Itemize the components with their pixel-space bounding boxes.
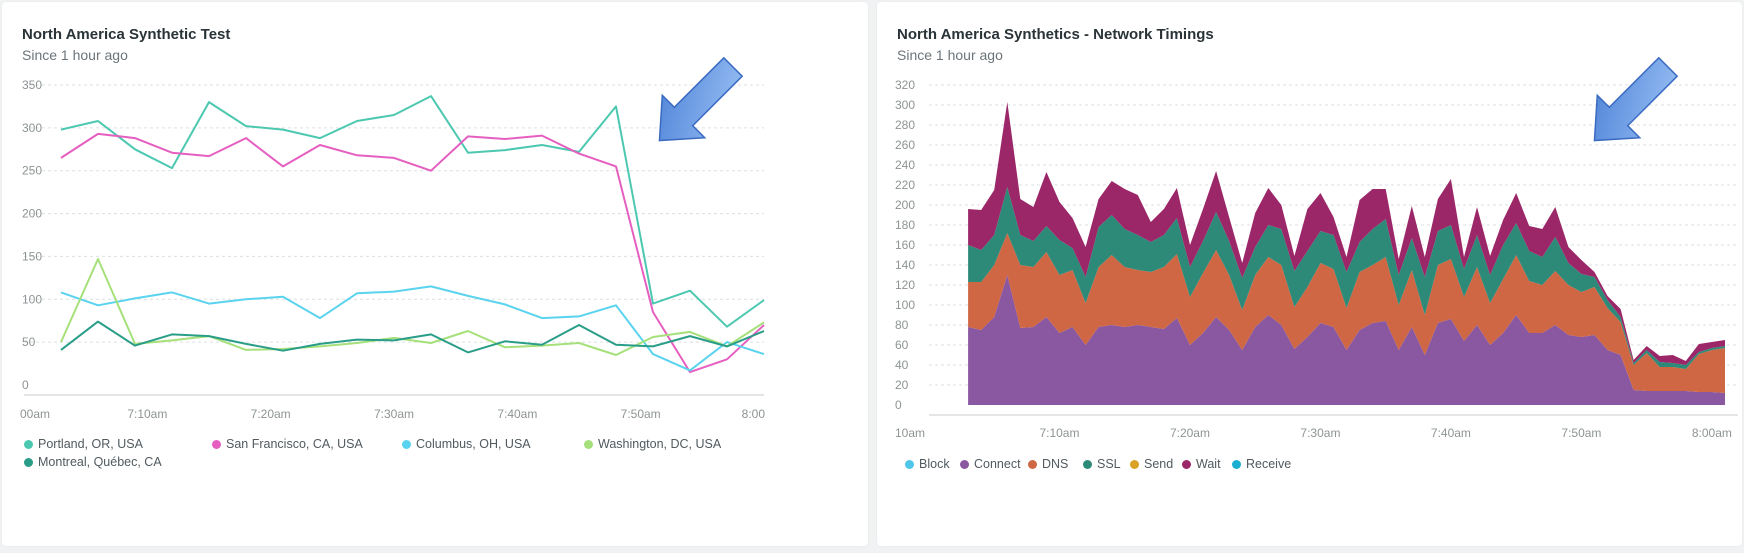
legend-swatch	[960, 460, 969, 469]
y-tick-label: 120	[895, 278, 915, 292]
y-tick-label: 200	[22, 207, 42, 221]
legend-swatch	[1182, 460, 1191, 469]
legend-label: SSL	[1097, 457, 1121, 471]
legend-label: Wait	[1196, 457, 1221, 471]
x-tick-label: 00am	[20, 407, 50, 421]
x-tick-label: 8:00am	[1692, 426, 1732, 440]
panel-subtitle: Since 1 hour ago	[897, 47, 1003, 63]
legend-label: Send	[1144, 457, 1174, 471]
legend-swatch	[1130, 460, 1139, 469]
legend-swatch	[584, 440, 593, 449]
legend-item-block[interactable]: Block	[905, 457, 950, 471]
x-tick-label: 7:20am	[251, 407, 291, 421]
y-tick-label: 200	[895, 198, 915, 212]
series-area-dns	[968, 233, 1725, 393]
y-tick-label: 220	[895, 178, 915, 192]
legend-label: DNS	[1042, 457, 1069, 471]
legend-label: Receive	[1246, 457, 1292, 471]
y-tick-label: 140	[895, 258, 915, 272]
x-tick-label: 7:40am	[1431, 426, 1471, 440]
x-tick-label: 7:30am	[1300, 426, 1340, 440]
network-timings-stacked-area-chart: 0 20 40 60 80 100 120 140 160 180 200 220 240 260 280 3…	[895, 78, 1738, 440]
x-tick-label: 7:10am	[127, 407, 167, 421]
legend-item-connect[interactable]: Connect	[960, 457, 1021, 471]
legend-label: Columbus, OH, USA	[416, 437, 531, 451]
y-tick-label: 320	[895, 78, 915, 92]
x-tick-label: 7:50am	[621, 407, 661, 421]
y-tick-label: 160	[895, 238, 915, 252]
legend-label: Portland, OR, USA	[38, 437, 143, 451]
legend-label: Washington, DC, USA	[598, 437, 722, 451]
legend-swatch	[1232, 460, 1241, 469]
legend-swatch	[212, 440, 221, 449]
synthetic-test-panel: North America Synthetic Test Since 1 hou…	[2, 2, 868, 546]
legend-item-send[interactable]: Send	[1130, 457, 1173, 471]
legend-item-portland-or-usa[interactable]: Portland, OR, USA	[24, 437, 143, 451]
legend-label: Block	[919, 457, 950, 471]
legend-label: Connect	[974, 457, 1021, 471]
legend-item-san-francisco-ca-usa[interactable]: San Francisco, CA, USA	[212, 437, 363, 451]
legend-swatch	[24, 458, 33, 467]
panel-subtitle: Since 1 hour ago	[22, 47, 128, 63]
legend-swatch	[1083, 460, 1092, 469]
legend-item-wait[interactable]: Wait	[1182, 457, 1221, 471]
panel-title: North America Synthetic Test	[22, 26, 231, 43]
series-line-washington-dc-usa	[60, 258, 765, 356]
series-area-connect	[968, 275, 1725, 405]
synthetic-test-line-chart: 0 50 100 150 200 250 300 350 00am 7:10am 7:20am 7:3…	[20, 78, 766, 421]
legend-item-dns[interactable]: DNS	[1028, 457, 1068, 471]
legend-swatch	[402, 440, 411, 449]
network-timings-panel: North America Synthetics - Network Timin…	[877, 2, 1742, 546]
x-tick-label: 10am	[895, 426, 925, 440]
x-tick-label: 7:10am	[1039, 426, 1079, 440]
y-tick-label: 250	[22, 164, 42, 178]
y-tick-label: 50	[22, 335, 36, 349]
y-tick-label: 80	[895, 318, 909, 332]
series-area-ssl	[968, 187, 1725, 369]
y-tick-label: 180	[895, 218, 915, 232]
y-tick-label: 20	[895, 378, 909, 392]
legend-label: Montreal, Québec, CA	[38, 455, 162, 469]
y-tick-label: 150	[22, 249, 42, 263]
legend-item-receive[interactable]: Receive	[1232, 457, 1291, 471]
x-tick-label: 8:00	[742, 407, 766, 421]
legend-swatch	[24, 440, 33, 449]
legend-swatch	[905, 460, 914, 469]
y-tick-label: 40	[895, 358, 909, 372]
y-tick-label: 60	[895, 338, 909, 352]
panel-title: North America Synthetics - Network Timin…	[897, 26, 1214, 43]
y-tick-label: 260	[895, 138, 915, 152]
series-line-montreal-qu-bec-ca	[60, 320, 765, 354]
y-tick-label: 100	[22, 292, 42, 306]
x-tick-label: 7:40am	[497, 407, 537, 421]
y-tick-label: 280	[895, 118, 915, 132]
y-tick-label: 0	[22, 378, 29, 392]
y-tick-label: 300	[895, 98, 915, 112]
y-tick-label: 350	[22, 78, 42, 92]
series-line-columbus-oh-usa	[60, 285, 765, 372]
y-tick-label: 300	[22, 121, 42, 135]
x-tick-label: 7:20am	[1170, 426, 1210, 440]
series-line-portland-or-usa	[60, 95, 765, 328]
legend-item-montreal-qu-bec-ca[interactable]: Montreal, Québec, CA	[24, 455, 162, 469]
legend-item-ssl[interactable]: SSL	[1083, 457, 1121, 471]
legend-label: San Francisco, CA, USA	[226, 437, 363, 451]
series-line-san-francisco-ca-usa	[60, 132, 765, 374]
x-tick-label: 7:50am	[1561, 426, 1601, 440]
y-tick-label: 240	[895, 158, 915, 172]
y-tick-label: 0	[895, 398, 902, 412]
legend-item-washington-dc-usa[interactable]: Washington, DC, USA	[584, 437, 721, 451]
x-tick-label: 7:30am	[374, 407, 414, 421]
legend-swatch	[1028, 460, 1037, 469]
legend-item-columbus-oh-usa[interactable]: Columbus, OH, USA	[402, 437, 531, 451]
y-tick-label: 100	[895, 298, 915, 312]
